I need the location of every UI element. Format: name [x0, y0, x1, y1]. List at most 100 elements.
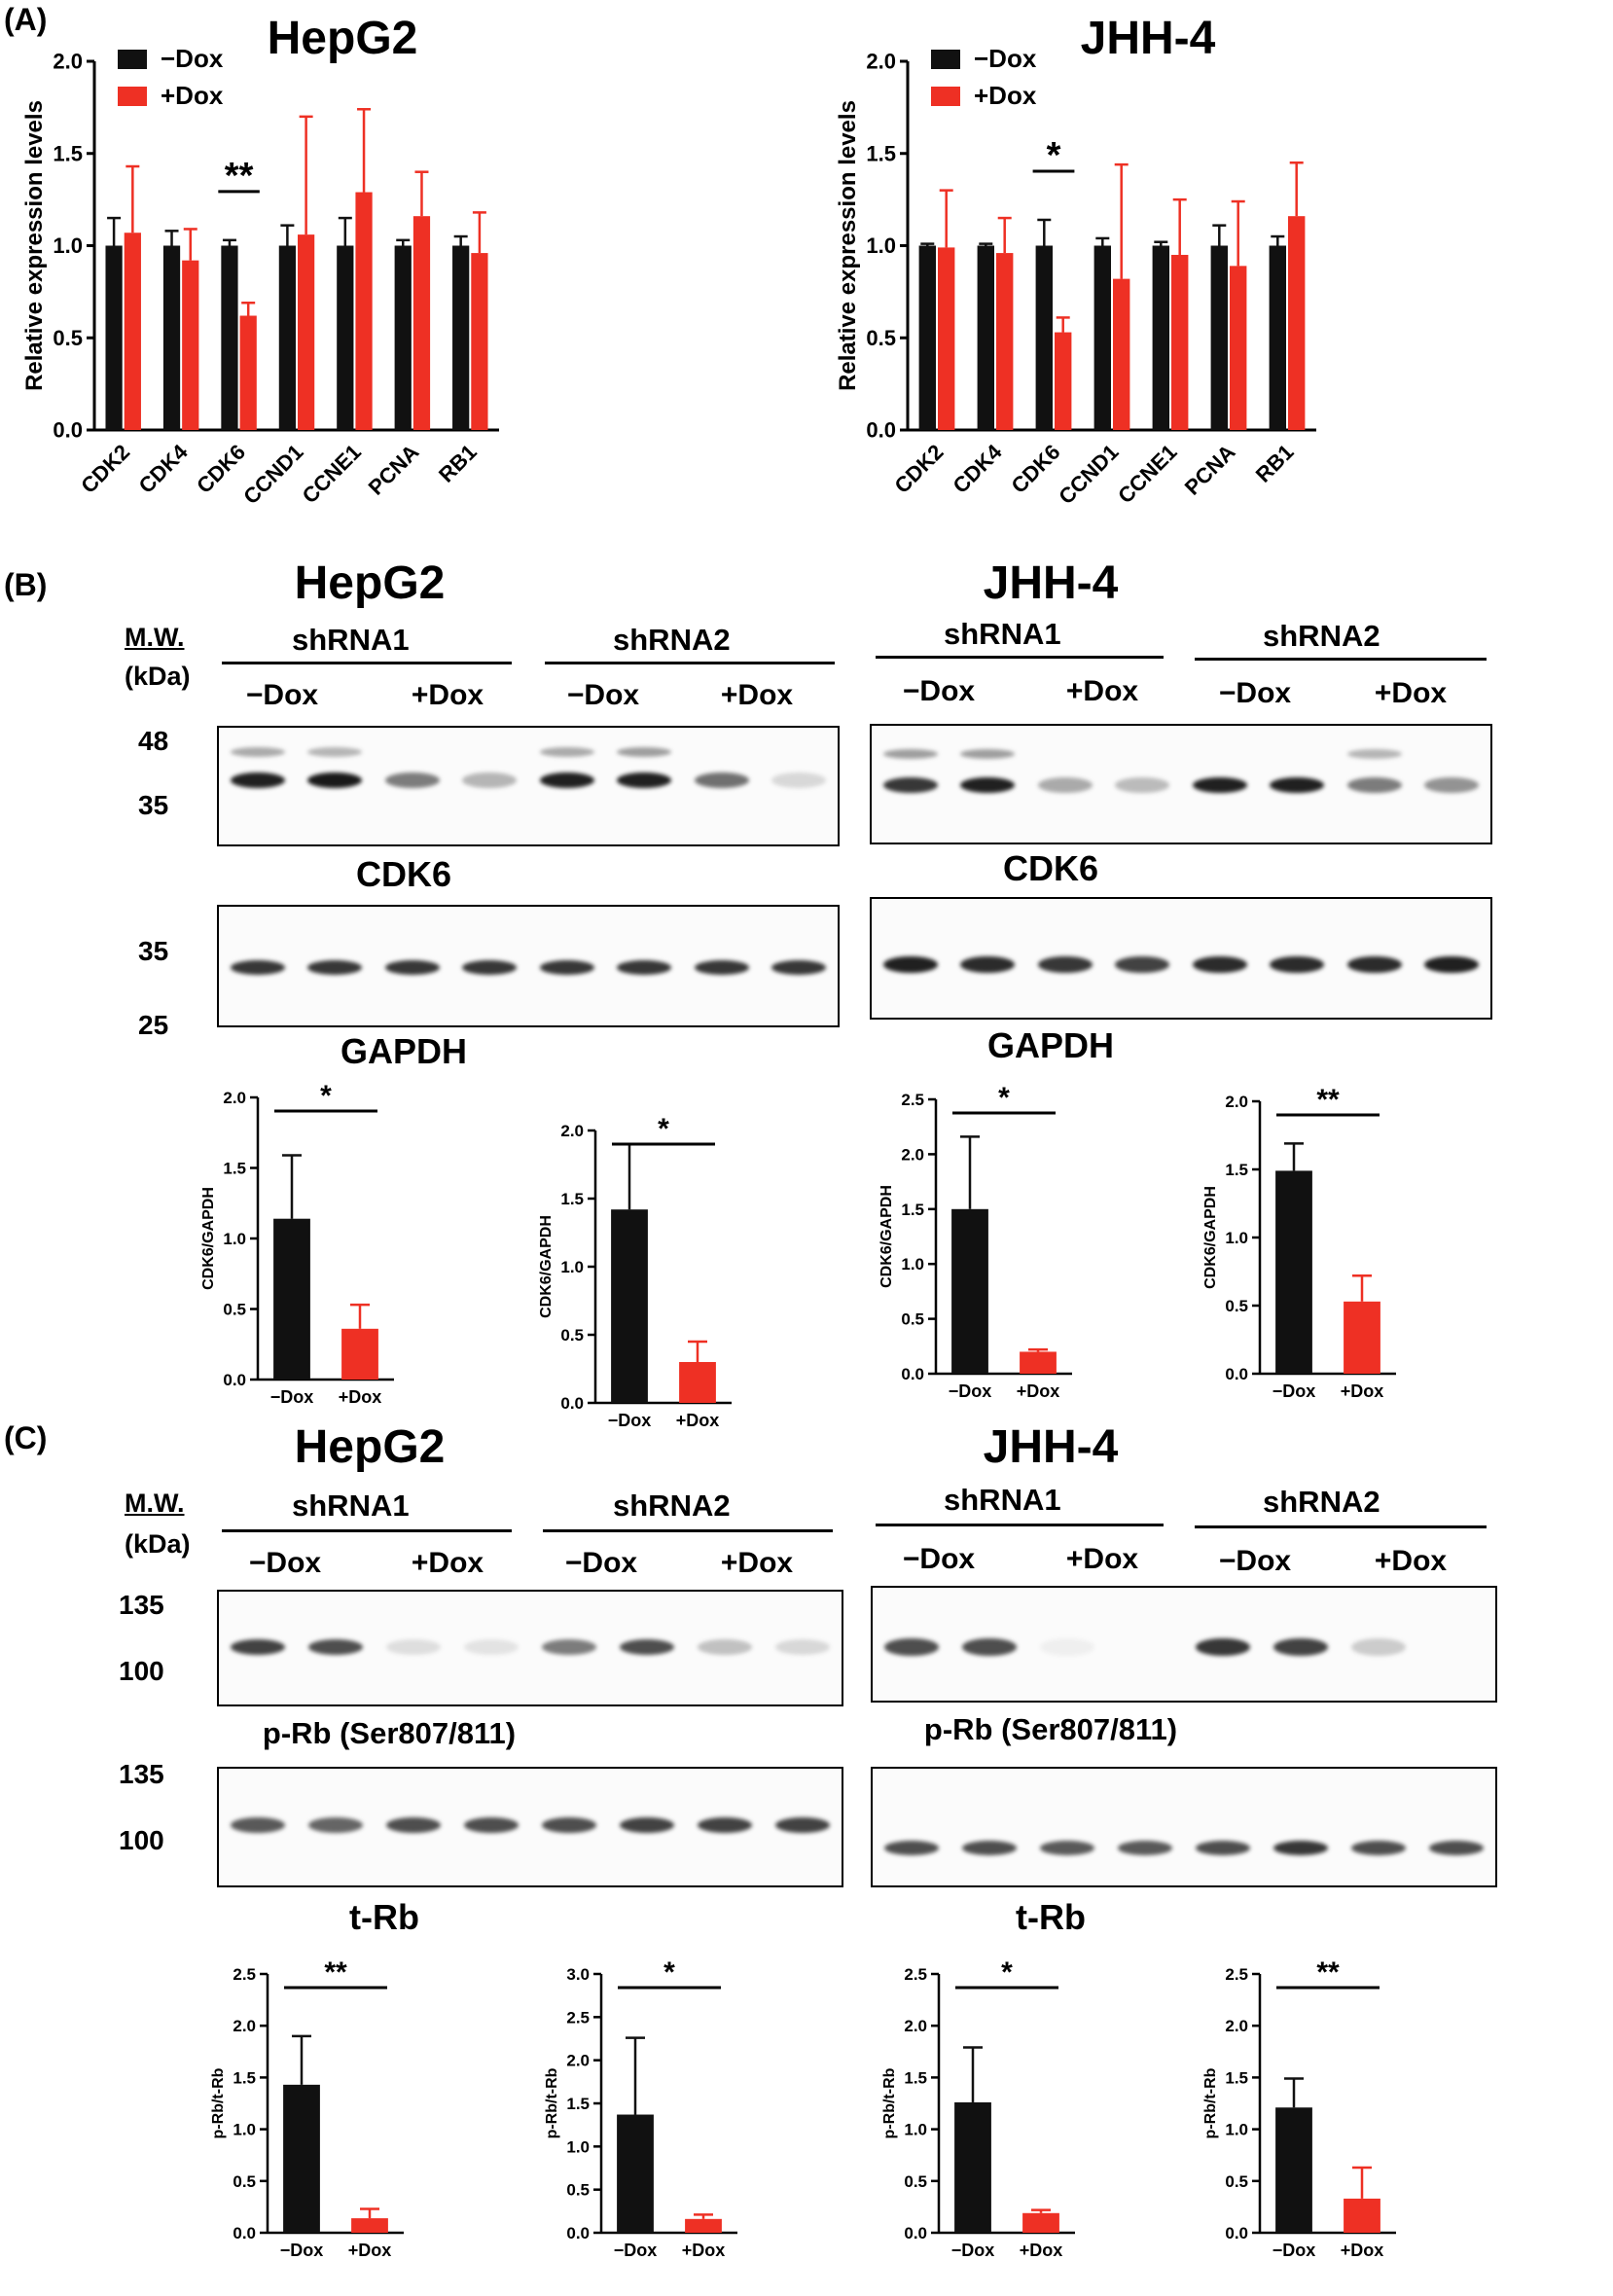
bar-minus-dox — [283, 2084, 320, 2233]
band — [1273, 1841, 1328, 1856]
b-mw-35-bottom: 35 — [138, 936, 169, 966]
y-tick-label: 1.5 — [560, 1190, 584, 1208]
band — [698, 1817, 752, 1834]
x-tick-label: CCND1 — [1054, 440, 1123, 506]
c-mw-unit: (kDa) — [125, 1529, 191, 1559]
y-tick-label: 1.5 — [53, 141, 83, 165]
y-axis-label: p-Rb/t-Rb — [1202, 2067, 1219, 2138]
c-jhh4-sh1-minus: −Dox — [902, 1543, 976, 1575]
chart-b-hepg2-sh1: 0.0 0.5 1.0 1.5 2.0 CDK6/GAPDH −Dox +Dox * — [200, 1080, 394, 1407]
bar-minus-dox — [394, 245, 412, 430]
b-jhh4-sh1-plus: +Dox — [1065, 675, 1139, 707]
band — [884, 1841, 939, 1856]
b-mw-header: M.W. — [125, 623, 185, 652]
y-tick-label: 2.0 — [53, 50, 83, 74]
x-tick-label: CCNE1 — [1113, 440, 1181, 506]
y-tick-label: 2.0 — [866, 50, 896, 74]
b-hepg2-title: HepG2 — [294, 557, 446, 609]
b-hepg2-cdk6-label: CDK6 — [355, 854, 452, 894]
band — [1196, 1841, 1250, 1856]
band — [620, 1638, 674, 1655]
x-tick-label: PCNA — [1180, 440, 1240, 500]
x-tick-label: CDK4 — [134, 439, 194, 498]
x-tick-label: +Dox — [1017, 1381, 1060, 1401]
band — [694, 959, 749, 975]
b-hepg2-sh2-label: shRNA2 — [613, 623, 731, 657]
y-tick-label: 0.0 — [866, 418, 896, 443]
c-jhh4-trb-label: t-Rb — [1016, 1897, 1086, 1937]
bar-plus-dox — [938, 247, 955, 430]
band — [464, 1638, 519, 1655]
chart-a-hepg2: 0.0 0.5 1.0 1.5 2.0 Relative expression level… — [21, 44, 499, 506]
band — [1270, 955, 1325, 973]
c-mw-header: M.W. — [125, 1489, 185, 1518]
bar-minus-dox — [1275, 1170, 1312, 1374]
legend-label: −Dox — [161, 44, 224, 73]
y-tick-label: 0.5 — [901, 1310, 924, 1329]
chart-c-jhh4-sh1: 0.0 0.5 1.0 1.5 2.0 2.5 p-Rb/t-Rb −Dox +Dox * — [881, 1956, 1075, 2260]
y-axis-label: p-Rb/t-Rb — [544, 2067, 560, 2138]
bar-plus-dox — [996, 253, 1014, 430]
c-mw-135-bottom: 135 — [119, 1759, 164, 1789]
y-tick-label: 0.5 — [1225, 2172, 1248, 2191]
significance-label: * — [320, 1080, 332, 1112]
band — [231, 1638, 285, 1655]
b-hepg2-sh1-minus: −Dox — [245, 679, 319, 711]
a-jhh4-title: JHH-4 — [1080, 13, 1216, 64]
bar-minus-dox — [221, 245, 238, 430]
bar-plus-dox — [1020, 1351, 1057, 1374]
y-tick-label: 0.5 — [223, 1300, 246, 1318]
band — [962, 1841, 1017, 1856]
b-mw-48: 48 — [138, 726, 169, 756]
panel-label-c: (C) — [4, 1420, 48, 1455]
band — [617, 959, 672, 975]
band — [1118, 1841, 1172, 1856]
b-jhh4-title: JHH-4 — [983, 557, 1119, 609]
legend-swatch — [931, 50, 960, 69]
band — [771, 959, 827, 975]
band — [1040, 1638, 1094, 1657]
chart-c-hepg2-sh1: 0.0 0.5 1.0 1.5 2.0 2.5 p-Rb/t-Rb −Dox +Dox ** — [210, 1956, 404, 2260]
y-axis-label: CDK6/GAPDH — [538, 1215, 555, 1318]
x-tick-label: CCND1 — [238, 440, 307, 506]
y-tick-label: 1.5 — [901, 1201, 924, 1219]
y-axis-label: CDK6/GAPDH — [200, 1187, 217, 1290]
y-tick-label: 2.0 — [904, 2017, 927, 2035]
y-tick-label: 3.0 — [566, 1965, 590, 1984]
bar-minus-dox — [1152, 245, 1169, 430]
band — [1192, 955, 1247, 973]
bar-plus-dox — [412, 216, 431, 430]
b-mw-25: 25 — [138, 1010, 169, 1040]
y-tick-label: 0.0 — [566, 2224, 590, 2242]
band — [882, 776, 938, 793]
band — [542, 1638, 596, 1655]
blot-c-hepg2-prb — [217, 1590, 843, 1706]
b-jhh4-gapdh-label: GAPDH — [986, 1025, 1115, 1065]
y-tick-label: 2.5 — [566, 2008, 590, 2027]
legend-label: −Dox — [974, 44, 1037, 73]
y-tick-label: 1.0 — [560, 1258, 584, 1276]
x-tick-label: +Dox — [339, 1387, 382, 1407]
y-tick-label: 0.0 — [233, 2224, 256, 2242]
b-hepg2-sh2-minus: −Dox — [566, 679, 640, 711]
x-tick-label: CDK4 — [948, 439, 1007, 498]
bar-minus-dox — [951, 1208, 988, 1374]
b-hepg2-sh2-plus: +Dox — [720, 679, 794, 711]
significance-label: ** — [324, 1956, 347, 1989]
bar-plus-dox — [1288, 216, 1306, 430]
x-tick-label: CDK2 — [76, 440, 134, 498]
y-tick-label: 2.0 — [1225, 2017, 1248, 2035]
band — [1346, 749, 1402, 759]
y-tick-label: 1.0 — [233, 2121, 256, 2139]
y-tick-label: 0.0 — [901, 1365, 924, 1383]
x-tick-label: CDK2 — [889, 440, 948, 498]
c-jhh4-sh1-plus: +Dox — [1065, 1543, 1139, 1575]
bar-plus-dox — [679, 1362, 716, 1403]
band — [1270, 776, 1325, 793]
band — [384, 959, 440, 975]
bar-plus-dox — [298, 234, 315, 430]
bar-plus-dox — [239, 315, 257, 430]
band — [1346, 776, 1402, 793]
bar-minus-dox — [105, 245, 123, 430]
b-hepg2-sh2-line — [545, 662, 835, 664]
